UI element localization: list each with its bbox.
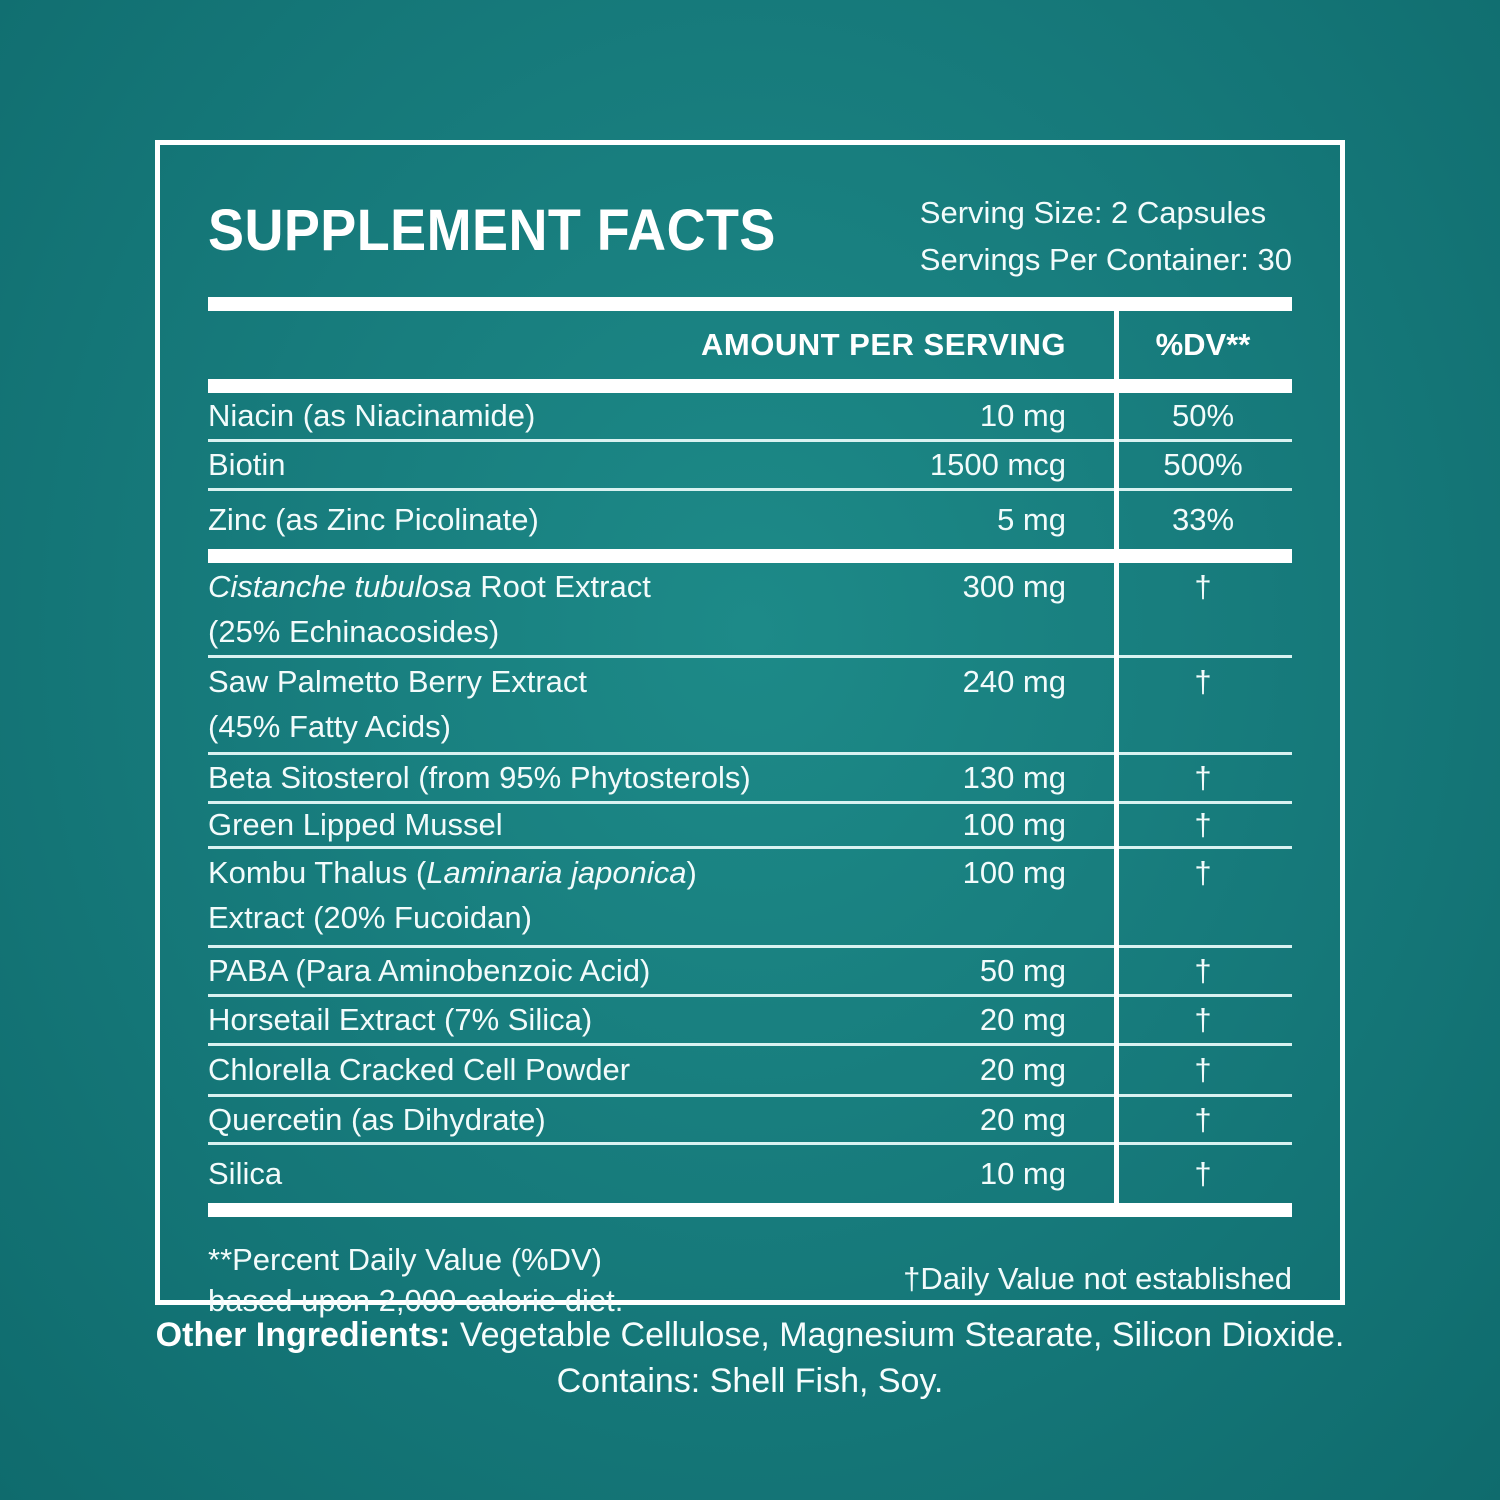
other-ingredients-label: Other Ingredients: bbox=[155, 1316, 451, 1354]
servings-per-container: Servings Per Container: 30 bbox=[919, 242, 1292, 277]
row-divider bbox=[208, 439, 1292, 442]
ingredient-amount: 130 mg bbox=[962, 760, 1066, 795]
table-row: Chlorella Cracked Cell Powder 20 mg † bbox=[208, 1046, 1292, 1094]
ingredient-name-line2: (45% Fatty Acids) bbox=[208, 709, 451, 744]
table-row: Niacin (as Niacinamide) 10 mg 50% bbox=[208, 393, 1292, 439]
row-divider bbox=[208, 655, 1292, 658]
ingredient-amount: 300 mg bbox=[962, 569, 1066, 604]
table-row: PABA (Para Aminobenzoic Acid) 50 mg † bbox=[208, 948, 1292, 994]
ingredient-amount: 10 mg bbox=[979, 398, 1066, 433]
table-row: Cistanche tubulosa Root Extract (25% Ech… bbox=[208, 563, 1292, 655]
facts-table: AMOUNT PER SERVING %DV** Niacin (as Niac… bbox=[208, 297, 1292, 1217]
ingredient-dv: 50% bbox=[1171, 398, 1235, 433]
panel-header: SUPPLEMENT FACTS Serving Size: 2 Capsule… bbox=[208, 145, 1292, 297]
ingredient-name: Silica bbox=[208, 1156, 283, 1191]
ingredient-name: Zinc (as Zinc Picolinate) bbox=[208, 502, 539, 537]
row-divider bbox=[208, 945, 1292, 948]
ingredient-amount: 240 mg bbox=[962, 664, 1066, 699]
thick-rule-header bbox=[208, 379, 1292, 393]
ingredient-amount: 10 mg bbox=[979, 1156, 1066, 1191]
row-divider bbox=[208, 994, 1292, 997]
panel-footer: **Percent Daily Value (%DV) based upon 2… bbox=[208, 1217, 1292, 1321]
other-ingredients-text: Vegetable Cellulose, Magnesium Stearate,… bbox=[450, 1316, 1345, 1354]
thick-rule-top bbox=[208, 297, 1292, 311]
ingredient-name: Niacin (as Niacinamide) bbox=[208, 398, 536, 433]
ingredient-dv: † bbox=[1194, 807, 1212, 842]
page-title: SUPPLEMENT FACTS bbox=[208, 198, 776, 263]
row-divider bbox=[208, 1142, 1292, 1145]
ingredient-name: Biotin bbox=[208, 447, 286, 482]
row-divider bbox=[208, 1043, 1292, 1046]
ingredient-dv: † bbox=[1194, 1002, 1212, 1037]
serving-size: Serving Size: 2 Capsules bbox=[919, 195, 1267, 230]
ingredient-name: Saw Palmetto Berry Extract bbox=[208, 664, 588, 699]
ingredient-name: Green Lipped Mussel bbox=[208, 807, 503, 842]
ingredient-name-italic: Laminaria japonica bbox=[426, 855, 687, 890]
table-row: Silica 10 mg † bbox=[208, 1145, 1292, 1203]
ingredient-dv: † bbox=[1194, 855, 1212, 890]
row-divider bbox=[208, 846, 1292, 849]
ingredient-name: Beta Sitosterol (from 95% Phytosterols) bbox=[208, 760, 751, 795]
ingredient-amount: 20 mg bbox=[979, 1002, 1066, 1037]
column-header-amount: AMOUNT PER SERVING bbox=[701, 327, 1066, 362]
supplement-facts-panel: SUPPLEMENT FACTS Serving Size: 2 Capsule… bbox=[155, 140, 1345, 1318]
other-ingredients: Other Ingredients: Vegetable Cellulose, … bbox=[0, 1312, 1500, 1404]
ingredient-dv: 33% bbox=[1171, 502, 1235, 537]
column-divider bbox=[1114, 301, 1119, 1213]
contains-statement: Contains: Shell Fish, Soy. bbox=[556, 1362, 944, 1400]
ingredient-name: Quercetin (as Dihydrate) bbox=[208, 1101, 546, 1137]
row-divider bbox=[208, 801, 1292, 804]
ingredient-dv: † bbox=[1194, 569, 1212, 604]
ingredient-dv: † bbox=[1194, 1052, 1212, 1087]
table-row: Quercetin (as Dihydrate) 20 mg † bbox=[208, 1097, 1292, 1142]
ingredient-name-italic: Cistanche tubulosa bbox=[208, 569, 472, 604]
ingredient-name-line2: (25% Echinacosides) bbox=[208, 614, 500, 649]
ingredient-amount: 100 mg bbox=[962, 807, 1066, 842]
ingredient-dv: † bbox=[1194, 1101, 1212, 1137]
ingredient-dv: 500% bbox=[1163, 447, 1243, 482]
table-row: Green Lipped Mussel 100 mg † bbox=[208, 804, 1292, 846]
ingredient-amount: 20 mg bbox=[979, 1052, 1066, 1087]
serving-info: Serving Size: 2 Capsules Servings Per Co… bbox=[920, 189, 1292, 283]
row-divider bbox=[208, 752, 1292, 755]
ingredient-name: Chlorella Cracked Cell Powder bbox=[208, 1052, 631, 1087]
ingredient-name: PABA (Para Aminobenzoic Acid) bbox=[208, 953, 651, 988]
ingredient-name-line2: Extract (20% Fucoidan) bbox=[208, 900, 532, 935]
column-header-dv: %DV** bbox=[1155, 327, 1251, 362]
table-row: Beta Sitosterol (from 95% Phytosterols) … bbox=[208, 755, 1292, 801]
table-row: Horsetail Extract (7% Silica) 20 mg † bbox=[208, 997, 1292, 1043]
ingredient-dv: † bbox=[1194, 1156, 1212, 1191]
ingredient-amount: 20 mg bbox=[979, 1101, 1066, 1137]
table-row: Kombu Thalus (Laminaria japonica) Extrac… bbox=[208, 849, 1292, 945]
thick-rule-bottom bbox=[208, 1203, 1292, 1217]
row-divider bbox=[208, 1094, 1292, 1097]
ingredient-dv: † bbox=[1194, 664, 1212, 699]
ingredient-dv: † bbox=[1194, 760, 1212, 795]
ingredient-amount: 100 mg bbox=[962, 855, 1066, 890]
thick-rule-mid bbox=[208, 549, 1292, 563]
ingredient-dv: † bbox=[1194, 953, 1212, 988]
ingredient-amount: 5 mg bbox=[997, 502, 1066, 537]
dv-footnote: **Percent Daily Value (%DV) based upon 2… bbox=[208, 1242, 624, 1318]
ingredient-amount: 1500 mcg bbox=[929, 447, 1066, 482]
table-row: Saw Palmetto Berry Extract (45% Fatty Ac… bbox=[208, 658, 1292, 752]
ingredient-amount: 50 mg bbox=[979, 953, 1066, 988]
row-divider bbox=[208, 488, 1292, 491]
table-row: Biotin 1500 mcg 500% bbox=[208, 442, 1292, 488]
table-row: Zinc (as Zinc Picolinate) 5 mg 33% bbox=[208, 491, 1292, 549]
ingredient-name: Horsetail Extract (7% Silica) bbox=[208, 1002, 593, 1037]
dagger-footnote: †Daily Value not established bbox=[903, 1261, 1292, 1296]
table-header-row: AMOUNT PER SERVING %DV** bbox=[208, 311, 1292, 379]
